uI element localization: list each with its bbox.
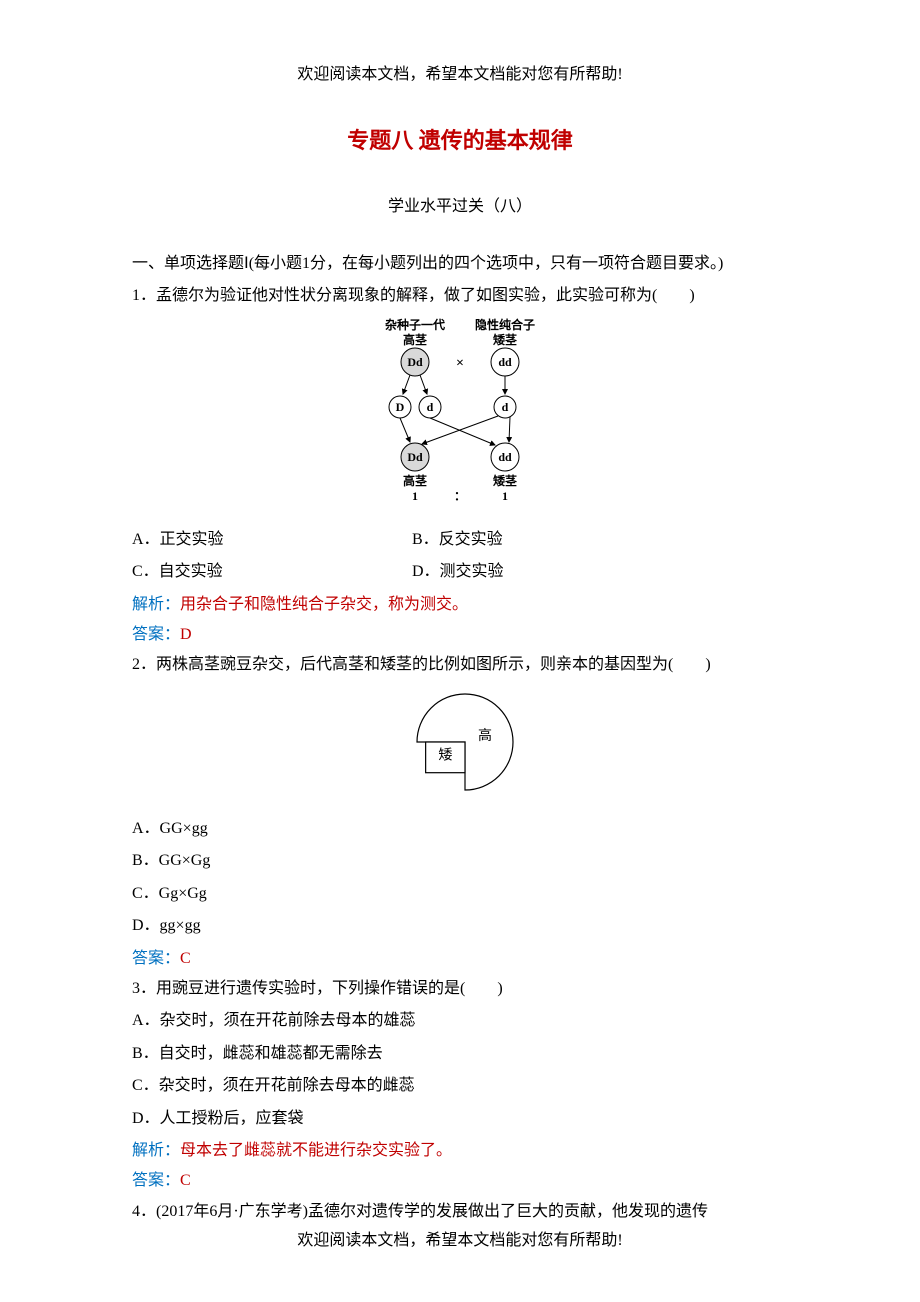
q3-opt-a: A．杂交时，须在开花前除去母本的雄蕊 xyxy=(100,1006,820,1036)
q1-opt-b: B．反交实验 xyxy=(412,525,820,555)
svg-text:杂种子一代: 杂种子一代 xyxy=(385,317,445,332)
svg-text:隐性纯合子: 隐性纯合子 xyxy=(475,317,535,332)
svg-text:Dd: Dd xyxy=(407,450,423,464)
q1-stem: 1．孟德尔为验证他对性状分离现象的解释，做了如图实验，此实验可称为( ) xyxy=(100,281,820,311)
q4-stem: 4．(2017年6月·广东学考)孟德尔对遗传学的发展做出了巨大的贡献，他发现的遗… xyxy=(100,1197,820,1227)
q1-options-row1: A．正交实验 B．反交实验 xyxy=(100,525,820,555)
svg-text:矮茎: 矮茎 xyxy=(492,332,517,347)
q3-explain-text: 母本去了雌蕊就不能进行杂交实验了。 xyxy=(180,1142,452,1159)
q3-answer-text: C xyxy=(180,1172,191,1189)
q3-explain-line: 解析：母本去了雌蕊就不能进行杂交实验了。 xyxy=(100,1136,820,1166)
q1-answer-text: D xyxy=(180,626,192,643)
svg-text:dd: dd xyxy=(498,355,512,369)
svg-text:D: D xyxy=(396,400,405,414)
q1-explain-line: 解析：用杂合子和隐性纯合子杂交，称为测交。 xyxy=(100,590,820,620)
svg-text:1: 1 xyxy=(412,489,418,503)
svg-text:矮茎: 矮茎 xyxy=(492,473,517,488)
footer-note: 欢迎阅读本文档，希望本文档能对您有所帮助! xyxy=(0,1226,920,1256)
q3-answer-label: 答案： xyxy=(132,1172,180,1189)
q3-explain-label: 解析： xyxy=(132,1142,180,1159)
q1-diagram: 杂种子一代隐性纯合子高茎矮茎Dddd×DddDddd高茎矮茎1：1 xyxy=(100,317,820,518)
q3-stem: 3．用豌豆进行遗传实验时，下列操作错误的是( ) xyxy=(100,974,820,1004)
q3-opt-d: D．人工授粉后，应套袋 xyxy=(100,1104,820,1134)
q1-explain-label: 解析： xyxy=(132,596,180,613)
q3-opt-b: B．自交时，雌蕊和雄蕊都无需除去 xyxy=(100,1039,820,1069)
svg-text:d: d xyxy=(427,400,434,414)
svg-text:高: 高 xyxy=(478,727,492,744)
svg-text:d: d xyxy=(502,400,509,414)
q2-opt-c: C．Gg×Gg xyxy=(100,879,820,909)
q2-answer-label: 答案： xyxy=(132,950,180,967)
q2-answer-text: C xyxy=(180,950,191,967)
svg-text:1: 1 xyxy=(502,489,508,503)
q1-answer-label: 答案： xyxy=(132,626,180,643)
svg-text:高茎: 高茎 xyxy=(403,473,427,488)
document-subtitle: 学业水平过关（八） xyxy=(100,192,820,222)
q2-opt-a: A．GG×gg xyxy=(100,814,820,844)
q3-opt-c: C．杂交时，须在开花前除去母本的雌蕊 xyxy=(100,1071,820,1101)
q2-opt-b: B．GG×Gg xyxy=(100,846,820,876)
document-title: 专题八 遗传的基本规律 xyxy=(100,120,820,162)
q1-opt-d: D．测交实验 xyxy=(412,557,820,587)
q2-opt-d: D．gg×gg xyxy=(100,911,820,941)
q2-diagram: 高矮 xyxy=(100,687,820,808)
section-heading: 一、单项选择题Ⅰ(每小题1分，在每小题列出的四个选项中，只有一项符合题目要求。) xyxy=(100,249,820,279)
q1-explain-text: 用杂合子和隐性纯合子杂交，称为测交。 xyxy=(180,596,468,613)
q1-answer-line: 答案：D xyxy=(100,620,820,650)
svg-text:：: ： xyxy=(454,489,466,503)
q2-answer-line: 答案：C xyxy=(100,944,820,974)
svg-text:×: × xyxy=(456,356,464,371)
q2-stem: 2．两株高茎豌豆杂交，后代高茎和矮茎的比例如图所示，则亲本的基因型为( ) xyxy=(100,650,820,680)
q3-answer-line: 答案：C xyxy=(100,1166,820,1196)
q1-options-row2: C．自交实验 D．测交实验 xyxy=(100,557,820,587)
svg-text:矮: 矮 xyxy=(438,747,452,763)
q1-opt-a: A．正交实验 xyxy=(132,525,412,555)
svg-text:Dd: Dd xyxy=(407,355,423,369)
svg-text:高茎: 高茎 xyxy=(403,332,427,347)
q1-opt-c: C．自交实验 xyxy=(132,557,412,587)
header-note: 欢迎阅读本文档，希望本文档能对您有所帮助! xyxy=(100,60,820,90)
svg-text:dd: dd xyxy=(498,450,512,464)
